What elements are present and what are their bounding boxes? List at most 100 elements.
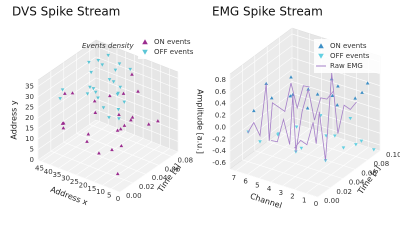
off-event [107,116,111,120]
off-event [106,53,111,58]
y-tick-label: 20 [25,114,34,122]
y-axis-label: Address y [10,100,19,139]
grid-line [41,121,100,162]
grid-line [84,138,144,179]
grid-line [119,151,179,193]
y-tick-label: 30 [25,93,34,101]
grid-line [306,147,369,194]
z-tick-label: 0.02 [336,188,352,196]
x-tick-label: 0 [314,200,318,208]
on-event [335,103,340,107]
off-event [117,117,121,121]
grid-line [95,56,179,90]
on-event [118,127,123,131]
z-tick-label: 0.04 [349,179,365,187]
raw-emg-line [247,72,357,161]
legend-label: Raw EMG [330,62,363,70]
on-event [63,91,67,95]
on-event [85,139,89,143]
grid-line [229,57,293,104]
z-tick-label: 0.08 [178,156,194,164]
y-tick-label: 0.8 [215,76,226,84]
grid-line [229,45,293,93]
on-event [129,118,133,122]
y-tick-label: 0 [30,156,34,164]
annotation: Events density [82,42,134,50]
grid-line [291,69,381,98]
legend-marker [318,53,324,59]
grid-line [67,131,126,172]
grid-line [95,46,179,79]
grid-line [242,159,331,189]
grid-line [235,124,299,172]
grid-line [317,150,381,198]
x-tick-label: 35 [52,171,61,179]
y-tick-label: 15 [25,124,34,132]
figure: DVS Spike Stream EMG Spike Stream 051015… [10,5,400,211]
off-event [111,80,116,84]
off-event [276,133,280,137]
legend-label: OFF events [330,52,370,60]
grid-line [291,104,381,134]
grid-line [229,69,293,116]
off-event [333,134,337,138]
x-tick-label: 45 [35,164,44,172]
on-event [336,84,340,88]
off-event [354,143,358,147]
grid-line [111,148,170,189]
z-tick-label: 0.06 [361,169,377,177]
on-event [119,143,124,148]
x-tick-label: 15 [87,185,96,193]
x-tick-label: 4 [267,185,272,193]
on-event [108,93,112,98]
grid-line [282,139,345,187]
z-tick-label: 0.06 [165,165,181,173]
legend-label: ON events [154,38,191,46]
off-event [348,117,353,121]
x-tick-label: 2 [290,193,294,201]
on-event [110,147,114,152]
y-tick-label: 0.6 [215,88,227,96]
off-event [58,97,62,101]
y-tick-label: 35 [25,82,34,90]
off-event [87,60,91,65]
grid-line [95,109,179,142]
on-event [136,89,140,93]
grid-line [37,56,97,98]
on-event [117,112,121,116]
on-event [353,96,357,100]
grid-line [37,98,97,140]
grid-line [247,128,310,175]
grid-line [95,119,179,153]
off-event [116,108,121,112]
off-event [93,90,98,94]
grid-line [254,150,343,179]
y-tick-label: -0.4 [212,147,226,155]
grid-line [37,67,97,108]
on-event [264,81,268,86]
off-event [100,63,105,67]
plot-3d [37,39,179,193]
legend-label: ON events [330,42,367,50]
y-tick-label: 0.0 [215,123,226,131]
z-tick-label: 0.00 [126,192,142,200]
grid-line [50,150,133,184]
off-event [107,78,112,82]
off-event [96,59,101,63]
grid-line [37,88,97,129]
on-event [61,126,66,130]
grid-line [259,132,322,179]
off-event [258,140,262,144]
off-event [118,85,123,89]
x-tick-label: 7 [232,174,236,182]
off-event [299,146,304,151]
grid-line [95,77,179,111]
grid-line [37,119,97,161]
off-event [88,85,92,89]
y-tick-label: 0.4 [215,100,227,108]
off-event [89,70,93,75]
grid-line [95,98,179,132]
on-event [121,91,126,95]
x-tick-label: 10 [96,188,105,196]
on-event [146,122,151,126]
